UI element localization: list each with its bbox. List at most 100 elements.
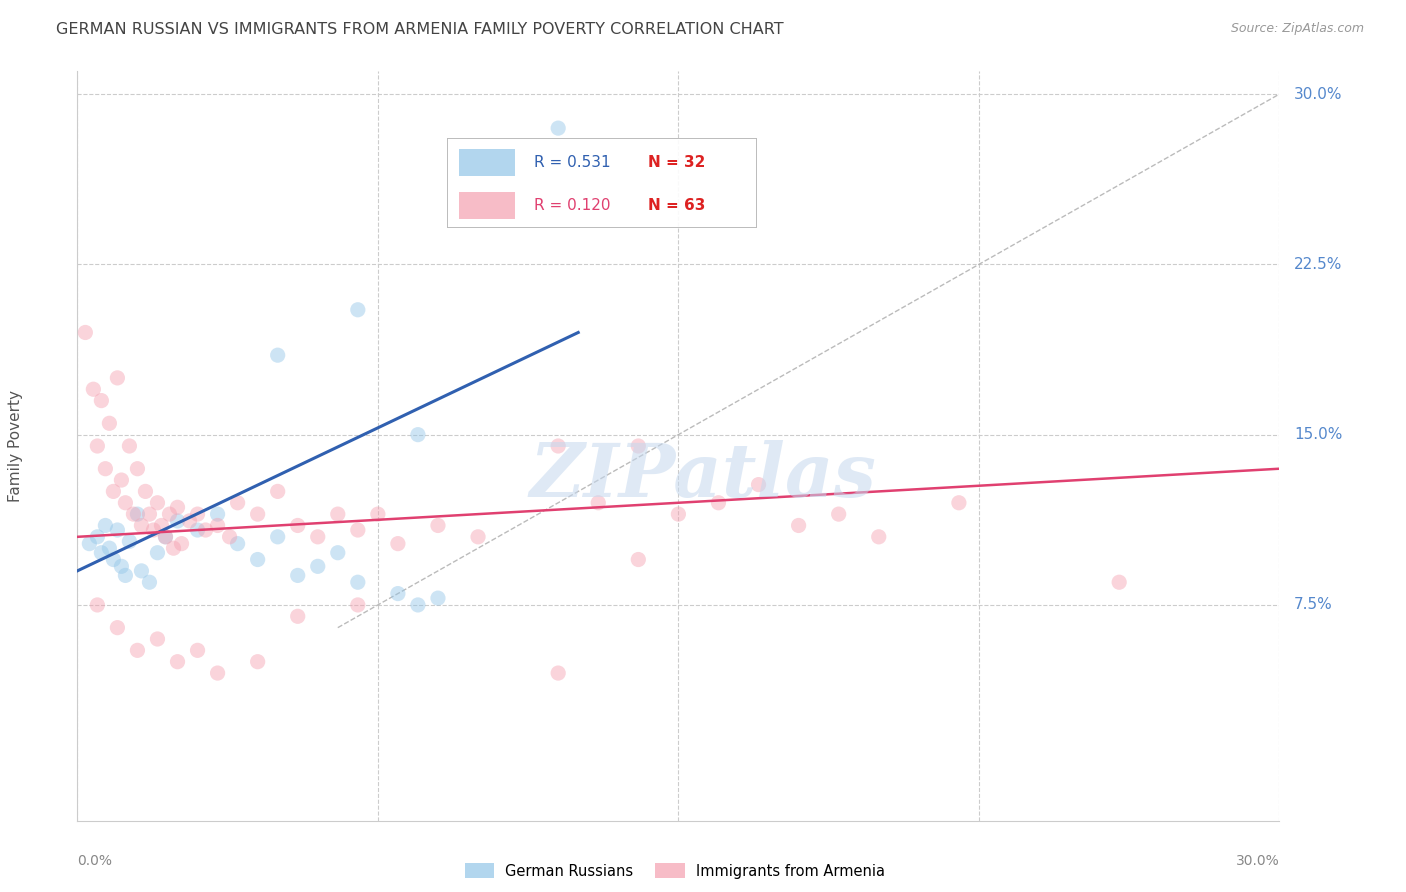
Point (246, 552, 269, 566)
Point (127, 643, 149, 657)
Point (186, 507, 209, 521)
Point (138, 507, 160, 521)
Point (127, 507, 149, 521)
Point (159, 507, 181, 521)
Point (127, 461, 149, 475)
Point (118, 534, 141, 549)
Point (547, 121, 569, 136)
Legend: German Russians, Immigrants from Armenia: German Russians, Immigrants from Armenia (458, 857, 891, 885)
Point (287, 518, 309, 533)
Point (627, 439, 650, 453)
Point (326, 546, 349, 560)
Point (162, 541, 184, 556)
Point (98, 417, 121, 431)
Point (828, 507, 851, 521)
Point (142, 523, 165, 537)
Text: R = 0.531: R = 0.531 (534, 155, 610, 169)
Point (427, 591, 450, 606)
Point (107, 371, 129, 385)
Point (107, 523, 129, 537)
Point (110, 559, 132, 574)
Point (166, 655, 188, 669)
Text: Family Poverty: Family Poverty (8, 390, 24, 502)
Point (246, 507, 269, 521)
Text: R = 0.120: R = 0.120 (534, 198, 610, 212)
Point (90, 546, 112, 560)
Point (547, 439, 569, 453)
Point (75, 326, 97, 340)
Text: 22.5%: 22.5% (1294, 257, 1343, 272)
Text: 30.0%: 30.0% (1236, 855, 1279, 868)
Point (194, 523, 217, 537)
Point (131, 564, 153, 578)
Text: 15.0%: 15.0% (1294, 427, 1343, 442)
Text: 0.0%: 0.0% (77, 855, 112, 868)
Point (267, 484, 290, 499)
Point (307, 530, 329, 544)
Point (246, 655, 269, 669)
Point (146, 632, 169, 646)
Point (90, 393, 112, 408)
Point (406, 427, 429, 442)
Point (346, 302, 368, 317)
Point (186, 643, 209, 657)
Point (186, 523, 209, 537)
Point (86, 439, 108, 453)
Text: N = 32: N = 32 (648, 155, 706, 169)
Point (118, 439, 141, 453)
Point (226, 536, 249, 550)
Point (367, 507, 389, 521)
Point (82, 382, 104, 396)
Point (94, 518, 117, 533)
Point (107, 621, 129, 635)
Bar (460, 149, 515, 176)
Point (267, 348, 290, 362)
Text: 30.0%: 30.0% (1294, 87, 1343, 102)
Point (707, 496, 730, 510)
Point (868, 530, 890, 544)
Point (166, 500, 188, 515)
Point (267, 530, 290, 544)
Text: N = 63: N = 63 (648, 198, 706, 212)
Point (114, 496, 136, 510)
Point (307, 559, 329, 574)
Point (138, 575, 160, 590)
Point (346, 575, 368, 590)
Point (387, 536, 409, 550)
Point (86, 598, 108, 612)
Text: GERMAN RUSSIAN VS IMMIGRANTS FROM ARMENIA FAMILY POVERTY CORRELATION CHART: GERMAN RUSSIAN VS IMMIGRANTS FROM ARMENI… (56, 22, 785, 37)
Point (287, 568, 309, 582)
Point (170, 536, 193, 550)
Point (1108, 575, 1130, 590)
Point (346, 598, 368, 612)
Point (668, 507, 690, 521)
Point (226, 496, 249, 510)
Point (207, 666, 229, 681)
Point (326, 507, 349, 521)
Point (179, 514, 201, 528)
Point (387, 586, 409, 600)
Point (86, 530, 108, 544)
Point (787, 518, 810, 533)
Point (346, 523, 368, 537)
Point (627, 552, 650, 566)
Point (218, 530, 240, 544)
Point (146, 496, 169, 510)
Point (588, 496, 610, 510)
Point (110, 473, 132, 487)
Text: 7.5%: 7.5% (1294, 598, 1333, 613)
Point (79, 536, 101, 550)
Point (155, 530, 177, 544)
Point (103, 552, 125, 566)
Point (467, 530, 489, 544)
Point (146, 546, 169, 560)
Point (166, 514, 188, 528)
Point (122, 507, 145, 521)
Point (207, 507, 229, 521)
Bar (460, 192, 515, 219)
Text: Source: ZipAtlas.com: Source: ZipAtlas.com (1230, 22, 1364, 36)
Point (547, 666, 569, 681)
Point (748, 477, 770, 491)
Point (98, 541, 121, 556)
Point (406, 598, 429, 612)
